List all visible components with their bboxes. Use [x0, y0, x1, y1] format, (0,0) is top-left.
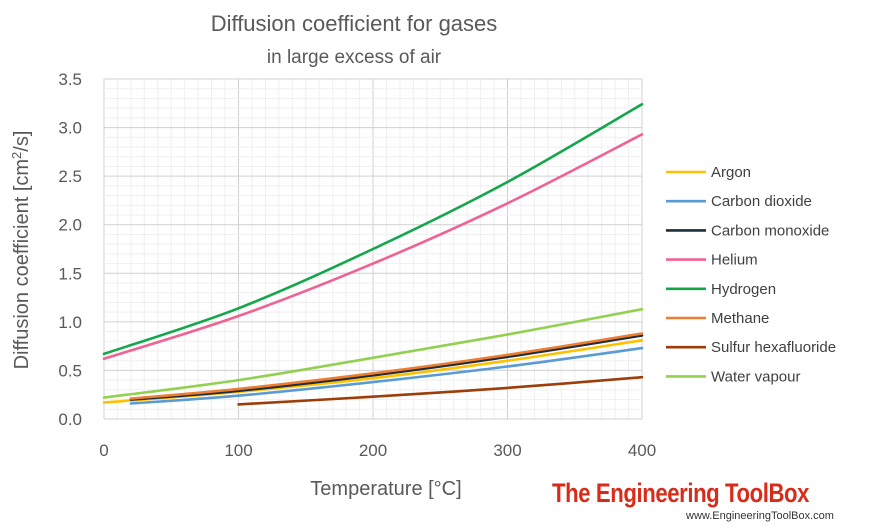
x-tick-label: 300 [493, 441, 521, 460]
legend-label-sulfur-hexafluoride: Sulfur hexafluoride [711, 339, 836, 356]
legend-label-carbon-monoxide: Carbon monoxide [711, 222, 829, 239]
grid [103, 78, 643, 420]
legend: Argon Carbon dioxide Carbon monoxide Helium… [666, 164, 836, 385]
x-tick-label: 400 [628, 441, 656, 460]
y-tick-label: 1.0 [58, 313, 82, 332]
series-line-carbon-dioxide [129, 346, 644, 405]
series-line-helium [102, 133, 644, 361]
legend-label-hydrogen: Hydrogen [711, 281, 776, 298]
series-layer [102, 103, 644, 406]
x-tick-label: 200 [359, 441, 387, 460]
series-line-hydrogen [102, 103, 644, 356]
y-tick-label: 2.0 [58, 216, 82, 235]
series-line-water-vapour [102, 307, 644, 399]
y-tick-label: 0.0 [58, 410, 82, 429]
y-tick-label: 3.5 [58, 70, 82, 89]
chart-title: Diffusion coefficient for gases [211, 11, 498, 36]
y-tick-label: 2.5 [58, 167, 82, 186]
chart-subtitle: in large excess of air [267, 47, 442, 68]
legend-label-carbon-dioxide: Carbon dioxide [711, 193, 812, 210]
ticks: 0.0 0.5 1.0 1.5 2.0 2.5 3.0 3.5 0 100 200 300 400 [58, 70, 656, 460]
x-tick-label: 0 [99, 441, 108, 460]
legend-label-methane: Methane [711, 310, 769, 327]
x-axis-label: Temperature [°C] [310, 478, 461, 500]
y-tick-label: 1.5 [58, 264, 82, 283]
legend-label-water-vapour: Water vapour [711, 368, 800, 385]
y-tick-label: 0.5 [58, 361, 82, 380]
series-line-carbon-monoxide [129, 334, 644, 401]
brand-url: www.EngineeringToolBox.com [686, 510, 834, 522]
series-line-methane [129, 332, 644, 400]
series-line-sulfur-hexafluoride [237, 375, 644, 406]
engineering-toolbox-logo: The Engineering ToolBox www.EngineeringT… [552, 478, 852, 522]
brand-name: The Engineering ToolBox [552, 478, 810, 508]
legend-label-helium: Helium [711, 252, 758, 269]
y-tick-label: 3.0 [58, 119, 82, 138]
x-tick-label: 100 [224, 441, 252, 460]
legend-label-argon: Argon [711, 164, 751, 181]
y-axis-label: Diffusion coefficient [cm2/s] [9, 131, 33, 370]
